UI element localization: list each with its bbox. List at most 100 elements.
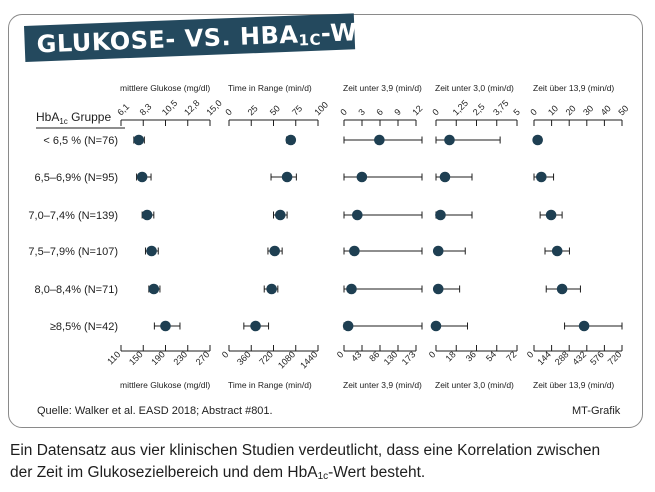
data-point	[346, 283, 357, 295]
data-point	[160, 320, 171, 332]
chart-card	[8, 14, 643, 428]
bottom-tick-label: 1080	[276, 349, 297, 370]
top-tick-label: 40	[599, 103, 613, 117]
data-point	[374, 134, 385, 146]
bottom-tick-label: 432	[571, 349, 589, 367]
bottom-tick-label: 360	[235, 349, 253, 367]
panel: mittlere Glukose (mg/dl) mittlere Glukose…	[105, 83, 224, 390]
source-note: Quelle: Walker et al. EASD 2018; Abstrac…	[37, 405, 273, 417]
top-tick-label: 30	[581, 103, 595, 117]
top-tick-label: 25	[246, 103, 260, 117]
bottom-tick-label: 0	[525, 349, 536, 360]
data-point	[274, 209, 286, 221]
data-point	[136, 171, 148, 183]
group-label: 6,5–6,9% (N=95)	[35, 172, 118, 184]
group-label: < 6,5 % (N=76)	[43, 135, 118, 147]
top-tick-label: 1,25	[451, 98, 470, 117]
top-tick-label: 2,5	[471, 101, 487, 117]
top-tick-label: 10	[546, 103, 560, 117]
group-labels: < 6,5 % (N=76) 6,5–6,9% (N=95) 7,0–7,4% (N…	[28, 135, 118, 333]
top-tick-label: 15,0	[204, 98, 223, 117]
top-tick-label: 5	[511, 107, 522, 118]
data-point	[435, 209, 446, 221]
data-point	[349, 245, 360, 257]
top-tick-label: 8,3	[138, 101, 154, 117]
top-tick-label: 20	[564, 103, 578, 117]
data-point	[578, 320, 590, 332]
data-point	[556, 283, 568, 295]
group-label: 7,5–7,9% (N=107)	[28, 246, 118, 258]
data-point	[269, 245, 281, 257]
panel-label-bottom: Zeit über 13,9 (min/d)	[533, 380, 614, 390]
caption-line-2: der Zeit im Glukosezielbereich und dem H…	[10, 464, 426, 482]
data-point	[133, 134, 145, 146]
forest-plot: HbA1c Gruppe < 6,5 % (N=76) 6,5–6,9% (N=9…	[28, 83, 630, 390]
data-point	[430, 320, 442, 332]
panel: Zeit unter 3,0 (min/d) Zeit unter 3,0 (mi…	[427, 83, 522, 390]
bottom-tick-label: 720	[257, 349, 275, 367]
panel-label-bottom: Zeit unter 3,9 (min/d)	[343, 380, 422, 390]
data-point	[432, 283, 444, 295]
top-tick-label: 6	[374, 107, 385, 118]
data-point	[439, 171, 451, 183]
panel-label-bottom: Zeit unter 3,0 (min/d)	[435, 380, 514, 390]
top-tick-label: 0	[223, 107, 234, 118]
credit-note: MT-Grafik	[572, 405, 621, 417]
bottom-tick-label: 110	[105, 349, 122, 366]
data-point	[356, 171, 368, 183]
caption-line-1: Ein Datensatz aus vier klinischen Studie…	[10, 442, 601, 459]
bottom-tick-label: 270	[194, 349, 212, 367]
panel: Time in Range (min/d) Time in Range (min/…	[220, 83, 330, 390]
top-tick-label: 6,1	[115, 101, 131, 117]
top-tick-label: 50	[616, 103, 630, 117]
bottom-tick-label: 190	[149, 349, 167, 367]
data-point	[551, 245, 563, 257]
bottom-tick-label: 173	[400, 349, 418, 367]
data-point	[545, 209, 557, 221]
data-point	[146, 245, 157, 257]
data-point	[536, 171, 547, 183]
panel: Zeit über 13,9 (min/d) Zeit über 13,9 (mi…	[525, 83, 631, 390]
data-point	[432, 245, 444, 257]
data-point	[266, 283, 277, 295]
panel-label-top: Zeit über 13,9 (min/d)	[533, 83, 614, 93]
data-point	[285, 134, 297, 146]
top-tick-label: 10,5	[160, 98, 179, 117]
top-tick-label: 3,75	[491, 98, 510, 117]
panel-label-bottom: Time in Range (min/d)	[228, 380, 312, 390]
data-point	[250, 320, 261, 332]
top-tick-label: 3	[356, 107, 367, 118]
data-point	[281, 171, 293, 183]
bottom-tick-label: 720	[606, 349, 624, 367]
data-point	[532, 134, 543, 146]
panel-label-bottom: mittlere Glukose (mg/dl)	[120, 380, 210, 390]
data-point	[141, 209, 153, 221]
top-tick-label: 9	[392, 107, 403, 118]
bottom-tick-label: 144	[535, 349, 553, 367]
bottom-tick-label: 288	[553, 349, 571, 367]
top-tick-label: 12	[410, 103, 424, 117]
panels: mittlere Glukose (mg/dl) mittlere Glukose…	[105, 83, 630, 390]
group-label: ≥8,5% (N=42)	[50, 321, 118, 333]
top-tick-label: 100	[312, 100, 330, 118]
data-point	[148, 283, 160, 295]
bottom-tick-label: 1440	[298, 349, 319, 370]
panel: Zeit unter 3,9 (min/d) Zeit unter 3,9 (mi…	[335, 83, 425, 390]
panel-label-top: Zeit unter 3,9 (min/d)	[343, 83, 422, 93]
panel-label-top: mittlere Glukose (mg/dl)	[120, 83, 210, 93]
bottom-tick-label: 0	[427, 349, 438, 360]
panel-label-top: Time in Range (min/d)	[228, 83, 312, 93]
data-point	[342, 320, 354, 332]
bottom-tick-label: 576	[588, 349, 606, 367]
bottom-tick-label: 130	[382, 349, 400, 367]
top-tick-label: 12,8	[182, 98, 201, 117]
top-tick-label: 0	[338, 107, 349, 118]
panel-label-top: Zeit unter 3,0 (min/d)	[435, 83, 514, 93]
data-point	[352, 209, 363, 221]
bottom-tick-label: 230	[171, 349, 189, 367]
group-header: HbA1c Gruppe	[36, 110, 111, 126]
bottom-tick-label: 0	[335, 349, 346, 360]
top-tick-label: 75	[290, 103, 304, 117]
data-point	[444, 134, 455, 146]
bottom-tick-label: 0	[220, 349, 231, 360]
